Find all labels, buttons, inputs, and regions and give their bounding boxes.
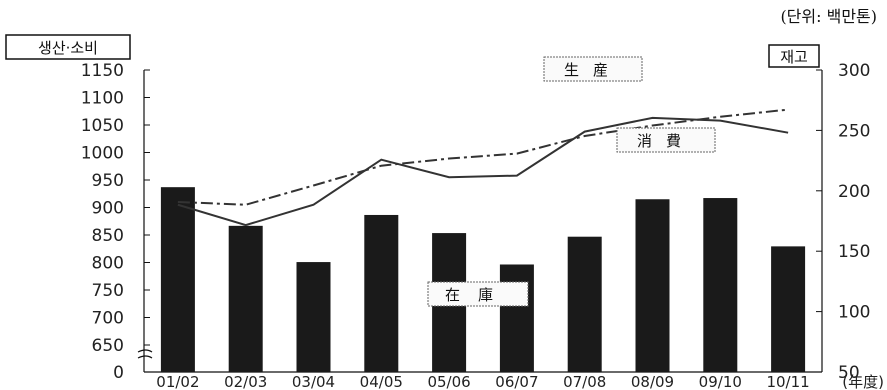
left-tick-label: 0 xyxy=(113,363,124,383)
left-tick-label: 1100 xyxy=(81,89,124,109)
left-tick-label: 650 xyxy=(92,336,124,356)
label-production: 生産 xyxy=(543,56,643,82)
left-tick-label: 850 xyxy=(92,226,124,246)
label-inventory-text: 在庫 xyxy=(445,286,511,304)
right-tick-label: 50 xyxy=(838,363,860,383)
x-tick-label: 07/08 xyxy=(563,373,606,390)
x-axis-suffix: (年度) xyxy=(842,373,884,390)
left-tick-label: 1150 xyxy=(81,61,124,81)
x-tick-label: 03/04 xyxy=(292,373,335,390)
inventory-bar xyxy=(228,225,263,372)
x-tick-label: 08/09 xyxy=(631,373,674,390)
axis-break-mark xyxy=(137,349,153,359)
label-production-text: 生産 xyxy=(564,61,622,79)
right-tick-label: 200 xyxy=(838,182,870,202)
x-tick-label: 06/07 xyxy=(495,373,538,390)
label-consumption: 消費 xyxy=(616,127,716,153)
left-tick-label: 1000 xyxy=(81,144,124,164)
right-tick-label: 150 xyxy=(838,242,870,262)
left-tick-label: 700 xyxy=(92,309,124,329)
left-tick-label: 1050 xyxy=(81,116,124,136)
x-tick-label: 05/06 xyxy=(427,373,470,390)
x-tick-group: 01/02 02/03 03/04 04/05 05/06 06/07 07/08 08/09… xyxy=(156,373,809,390)
left-axis-title-box: 생산·소비 xyxy=(5,34,131,60)
left-tick-label: 750 xyxy=(92,281,124,301)
unit-note: (단위: 백만톤) xyxy=(780,7,877,26)
right-axis-title-box: 재고 xyxy=(768,44,820,68)
right-tick-label: 100 xyxy=(838,303,870,323)
x-tick-label: 01/02 xyxy=(156,373,199,390)
production-line xyxy=(177,116,789,227)
left-tick-group: 1150 1100 1050 1000 950 900 850 800 750 700 650 0 xyxy=(81,61,150,383)
x-tick-label: 10/11 xyxy=(766,373,809,390)
inventory-bar xyxy=(635,199,670,372)
right-tick-label: 250 xyxy=(838,121,870,141)
inventory-bar xyxy=(771,246,806,372)
left-tick-label: 900 xyxy=(92,199,124,219)
inventory-bar xyxy=(499,264,534,372)
inventory-bar xyxy=(364,214,399,372)
right-tick-label: 300 xyxy=(838,61,870,81)
inventory-bar xyxy=(160,187,195,372)
left-tick-label: 800 xyxy=(92,254,124,274)
left-axis-title: 생산·소비 xyxy=(38,39,98,57)
label-inventory: 在庫 xyxy=(427,281,529,307)
right-tick-group: 300 250 200 150 100 50 xyxy=(816,61,870,383)
x-tick-label: 04/05 xyxy=(360,373,403,390)
right-axis-title: 재고 xyxy=(780,48,808,66)
label-consumption-text: 消費 xyxy=(637,132,695,150)
inventory-bar xyxy=(296,262,331,372)
x-tick-label: 02/03 xyxy=(224,373,267,390)
inventory-bar xyxy=(567,236,602,372)
left-tick-label: 950 xyxy=(92,171,124,191)
series-lines xyxy=(177,108,789,227)
consumption-line xyxy=(177,108,789,206)
x-tick-label: 09/10 xyxy=(699,373,742,390)
inventory-bar xyxy=(703,198,738,372)
inventory-bars xyxy=(160,187,806,372)
